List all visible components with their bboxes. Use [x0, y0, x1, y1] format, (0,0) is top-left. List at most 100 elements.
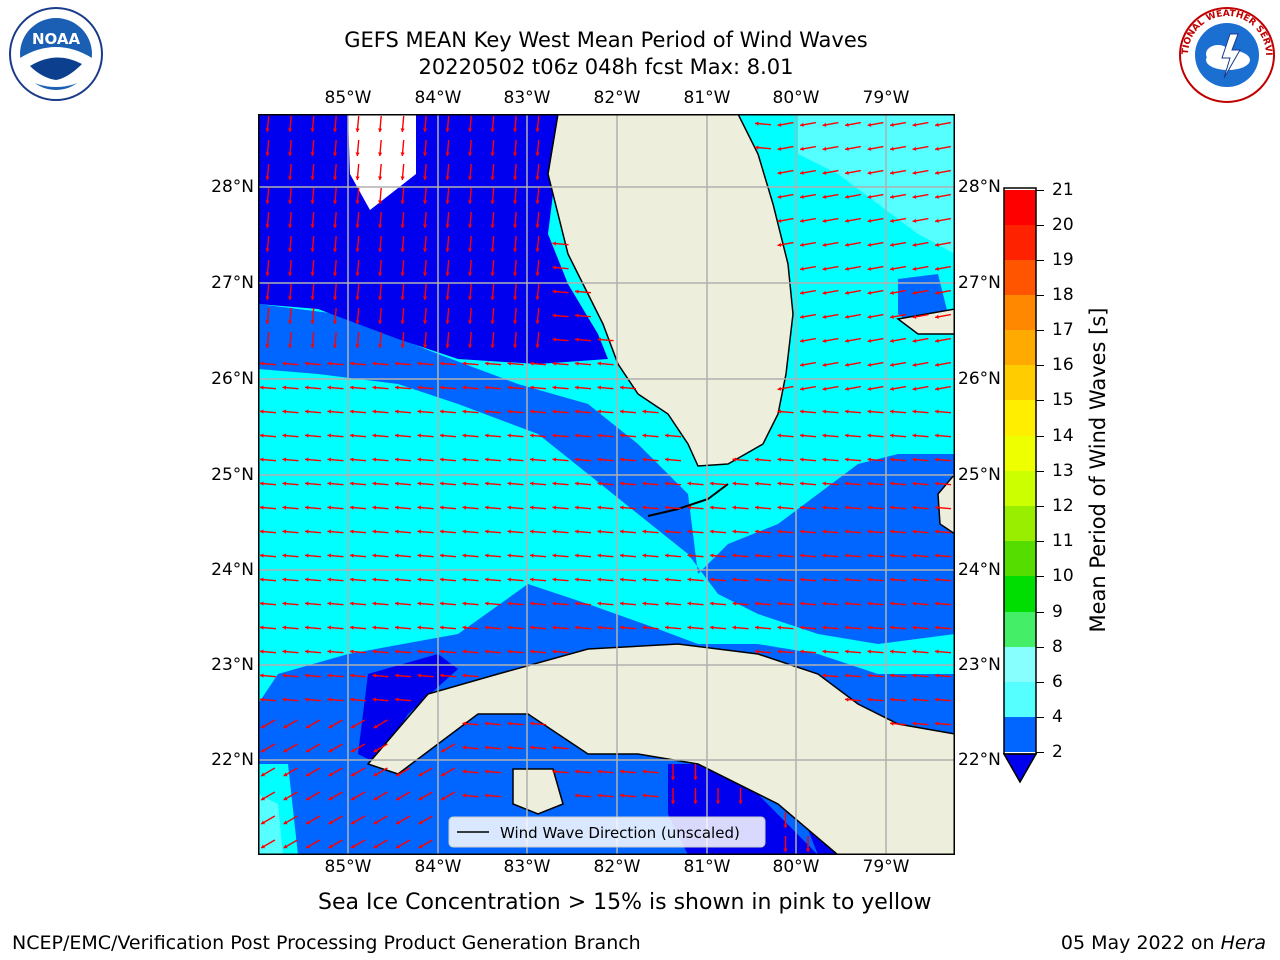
colorbar-tick-label: 17: [1052, 320, 1074, 340]
wind-arrow-head: [845, 625, 849, 630]
wind-arrow-head: [935, 721, 939, 726]
tick-label: 81°W: [683, 857, 731, 877]
wind-arrow-head: [333, 224, 338, 228]
wind-arrow-head: [441, 796, 446, 801]
wind-arrow-head: [395, 361, 399, 366]
wind-arrow-head: [800, 386, 804, 391]
wind-arrow-head: [867, 170, 872, 175]
wind-arrow-head: [282, 505, 287, 510]
wind-arrow-head: [462, 529, 467, 534]
wind-arrow-head: [261, 820, 266, 825]
wind-arrow-head: [327, 481, 332, 486]
wind-arrow-head: [687, 505, 692, 510]
wind-arrow-head: [535, 296, 540, 300]
wind-arrow-head: [400, 152, 405, 156]
wind-arrow-head: [373, 724, 378, 729]
wind-arrow-head: [351, 748, 356, 753]
wind-arrow-head: [777, 649, 782, 654]
wind-arrow-head: [418, 844, 423, 849]
tick-label: 23°N: [958, 655, 1001, 675]
wind-arrow-head: [305, 481, 309, 486]
wind-arrow-head: [552, 361, 557, 366]
wind-arrow-head: [265, 200, 270, 204]
wind-arrow-head: [670, 800, 676, 804]
wind-arrow-head: [665, 457, 669, 462]
wind-arrow-head: [597, 409, 602, 414]
wind-arrow-head: [575, 409, 579, 414]
wind-arrow-head: [333, 152, 338, 156]
wind-arrow-head: [260, 529, 264, 534]
wind-arrow-head: [305, 553, 309, 558]
wind-arrow-head: [845, 386, 849, 391]
tick-label: 79°W: [862, 88, 910, 108]
wind-arrow-head: [800, 481, 804, 486]
wind-arrow-head: [306, 748, 311, 753]
wind-arrow-head: [530, 505, 534, 510]
land-isla-de-la-juventud: [512, 768, 564, 815]
tick-label: 28°N: [958, 177, 1001, 197]
wind-arrow-head: [665, 433, 669, 438]
wind-arrow-head: [845, 194, 849, 199]
wind-arrow-head: [822, 338, 827, 343]
wind-arrow-head: [687, 577, 692, 582]
wind-arrow-head: [485, 721, 489, 726]
wind-arrow-head: [306, 844, 311, 849]
wind-arrow-head: [800, 529, 804, 534]
footer-org: NCEP/EMC/Verification Post Processing Pr…: [12, 932, 641, 954]
wind-arrow-head: [418, 772, 423, 777]
wind-arrow-head: [552, 409, 557, 414]
wind-arrow-head: [535, 320, 540, 324]
wind-arrow-head: [462, 625, 467, 630]
wind-arrow-head: [867, 338, 872, 343]
wind-arrow-head: [417, 457, 422, 462]
wind-arrow-head: [485, 385, 489, 390]
wind-arrow-head: [867, 409, 872, 414]
wind-arrow-head: [800, 290, 804, 295]
wind-arrow-head: [462, 433, 467, 438]
wind-arrow-head: [670, 776, 676, 780]
wind-arrow-head: [687, 625, 692, 630]
wind-arrow-head: [355, 320, 360, 324]
tick-label: 24°N: [211, 560, 254, 580]
wind-arrow-head: [867, 362, 872, 367]
colorbar-tick-mark: [1036, 259, 1044, 261]
wind-arrow-head: [400, 272, 405, 276]
wind-arrow-head: [935, 146, 939, 151]
wind-arrow-head: [575, 577, 579, 582]
wind-arrow-head: [490, 200, 495, 204]
wind-arrow-head: [333, 128, 338, 132]
wind-arrow-head: [400, 176, 405, 180]
wind-arrow-head: [642, 553, 647, 558]
wind-arrow-head: [417, 481, 422, 486]
wind-arrow-head: [305, 457, 309, 462]
wind-arrow-head: [620, 769, 624, 774]
wind-arrow-head: [423, 344, 428, 348]
wind-arrow-head: [513, 344, 518, 348]
tick-label: 84°W: [414, 857, 462, 877]
tick-label: 22°N: [958, 750, 1001, 770]
wind-arrow-head: [552, 649, 557, 654]
tick-label: 80°W: [772, 88, 820, 108]
wind-arrow-head: [597, 601, 602, 606]
wind-arrow-head: [333, 344, 338, 348]
wind-arrow-head: [395, 697, 399, 702]
wind-arrow-head: [372, 601, 377, 606]
wind-arrow-head: [400, 200, 405, 204]
wind-arrow-head: [327, 649, 332, 654]
wind-arrow-head: [800, 505, 804, 510]
wind-arrow-head: [260, 697, 264, 702]
wind-arrow-head: [642, 769, 647, 774]
wind-arrow-head: [890, 505, 894, 510]
wind-arrow-head: [890, 218, 894, 223]
colorbar-segment: [1004, 260, 1036, 295]
wind-arrow-head: [485, 409, 489, 414]
wind-arrow-head: [485, 625, 489, 630]
wind-arrow-head: [350, 361, 354, 366]
wind-arrow-head: [822, 625, 827, 630]
wind-arrow-head: [552, 601, 557, 606]
wind-arrow-head: [440, 673, 444, 678]
wind-arrow-head: [373, 820, 378, 825]
wind-arrow-head: [867, 290, 872, 295]
wind-arrow-head: [665, 481, 669, 486]
wind-arrow-head: [462, 601, 467, 606]
